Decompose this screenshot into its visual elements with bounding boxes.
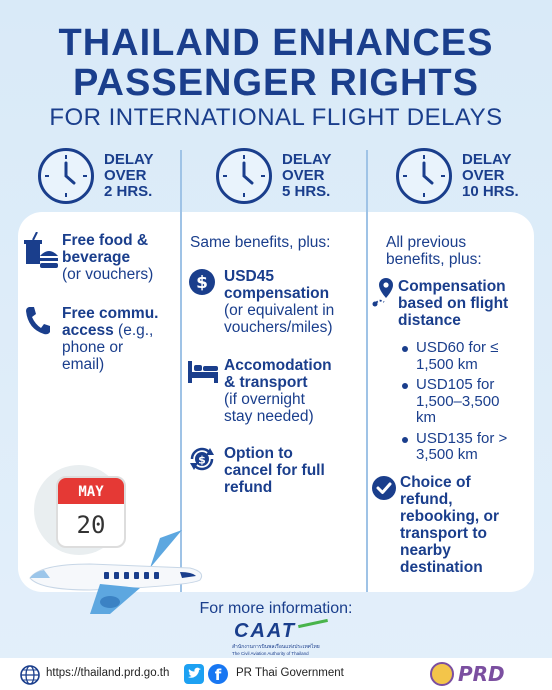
benefit-cancel-refund: $ Option to cancel for full refund [188,445,366,505]
tier-line: km [416,409,436,426]
clock-icon [216,148,272,204]
delay-header-5hrs: DELAY OVER 5 HRS. [216,148,376,208]
calendar-day: 20 [76,511,106,539]
tier-item: USD60 for ≤1,500 km [402,339,542,373]
benefit-title: distance [398,312,461,329]
government-seal-icon [430,662,454,686]
tier-line: USD105 for [416,376,495,393]
delay-label: OVER [104,167,147,184]
benefit-note: (or vouchers) [62,266,154,283]
benefit-title: Compensation [398,278,506,295]
benefit-title: access [62,322,114,339]
svg-text:$: $ [198,454,206,467]
benefit-title: cancel for full [224,462,325,479]
caat-logo: CAAT สำนักงานการบินพลเรือนแห่งประเทศไทย … [232,618,332,656]
benefit-note: (or equivalent in [224,302,335,319]
phone-icon [26,307,50,335]
tier-line: USD135 for > [416,429,508,447]
benefit-free-communication: Free commu. access (e.g., phone or email) [24,305,179,385]
benefit-title: Accomodation [224,357,332,374]
tier-item: USD105 for 1,500–3,500 km [402,376,542,427]
calendar-icon: MAY 20 [56,476,126,548]
clock-icon [396,148,452,204]
benefit-title: Choice of [400,474,471,491]
tier-line: 1,500 km [416,355,478,373]
twitter-icon[interactable] [184,664,204,684]
benefit-title: USD45 [224,268,274,285]
benefit-usd45-compensation: $ USD45 compensation (or equivalent in vouc… [188,268,366,348]
social-handle[interactable]: PR Thai Government [236,667,344,679]
column-divider [366,150,368,592]
benefit-title: nearby [400,542,451,559]
compensation-tiers: USD60 for ≤1,500 km USD105 for 1,500–3,50… [402,339,542,468]
column-intro: Same benefits, plus: [190,234,331,251]
benefit-note: (if overnight [224,391,305,408]
airplane-icon [29,530,203,614]
benefit-title: & transport [224,374,308,391]
benefit-title: transport to [400,525,487,542]
caat-english-name: The Civil Aviation Authority of Thailand [232,651,309,656]
caat-thai-name: สำนักงานการบินพลเรือนแห่งประเทศไทย [232,644,320,650]
benefit-title: rebooking, or [400,508,500,525]
refund-icon: $ [190,447,214,471]
prd-logo: PRD [458,662,505,686]
delay-label: DELAY [462,151,512,168]
benefit-title: compensation [224,285,330,302]
checkmark-icon [372,476,396,500]
clock-icon [38,148,94,204]
delay-label: DELAY [282,151,332,168]
subtitle: FOR INTERNATIONAL FLIGHT DELAYS [49,104,503,131]
more-info-label: For more information: [199,600,353,617]
benefit-title: Option to [224,445,293,462]
calendar-month: MAY [58,478,124,504]
column-intro-line: All previous [386,234,467,251]
facebook-icon[interactable]: f [208,664,228,684]
delay-header-2hrs: DELAY OVER 2 HRS. [38,148,198,208]
delay-label: 10 HRS. [462,183,519,200]
svg-text:$: $ [196,273,208,293]
benefit-title: destination [400,559,483,576]
globe-icon [20,665,40,685]
benefit-note: (e.g., [113,322,154,339]
delay-header-10hrs: DELAY OVER 10 HRS. [396,148,546,208]
benefit-title: Free commu. [62,305,159,322]
benefit-title: based on flight [398,295,509,312]
location-icon [372,278,393,307]
benefit-free-food: Free food & beverage (or vouchers) [24,232,179,292]
website-link[interactable]: https://thailand.prd.go.th [46,667,170,679]
delay-label: 5 HRS. [282,183,331,200]
benefit-note: email) [62,356,105,373]
bed-icon [188,361,218,383]
benefit-accommodation: Accomodation & transport (if overnight stay… [188,357,366,437]
benefit-title: Free food & [62,232,149,249]
footer: https://thailand.prd.go.th f PR Thai Gov… [0,658,552,690]
benefit-choice-of-refund: Choice of refund, rebooking, or transport t… [372,474,542,584]
delay-label: OVER [462,167,505,184]
benefit-distance-compensation: Compensation based on flight distance [372,278,542,338]
title-line-1: THAILAND ENHANCES [58,22,494,64]
delay-label: OVER [282,167,325,184]
benefit-title: beverage [62,249,131,266]
title-line-2: PASSENGER RIGHTS [73,62,479,104]
caat-logo-text: CAAT [234,620,297,642]
food-icon [24,232,58,268]
column-intro: All previous benefits, plus: [386,234,482,268]
dollar-icon: $ [189,269,215,295]
tier-line: USD60 for ≤ [416,339,499,356]
tier-line: 1,500–3,500 [416,392,500,410]
delay-label: 2 HRS. [104,183,153,200]
benefit-title: refund, [400,491,453,508]
tier-line: 3,500 km [416,446,478,463]
benefit-note: vouchers/miles) [224,319,333,336]
column-intro-line: benefits, plus: [386,251,482,268]
benefit-title: refund [224,479,273,496]
tier-item: USD135 for >3,500 km [402,429,542,464]
column-divider [180,150,182,592]
benefit-note: phone or [62,339,124,356]
delay-label: DELAY [104,151,154,168]
benefit-note: stay needed) [224,408,314,425]
